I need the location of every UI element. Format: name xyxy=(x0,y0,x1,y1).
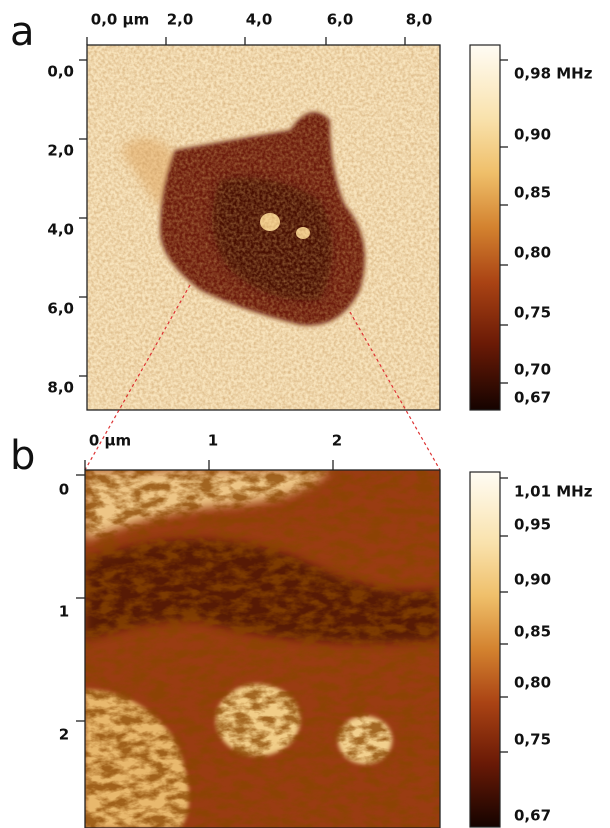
x-tick-label: 2 xyxy=(332,432,342,450)
afm-image-b xyxy=(85,470,440,828)
colorbar-tick-label: 0,95 xyxy=(514,516,551,534)
x-tick-label: 0,0 µm xyxy=(91,11,149,29)
colorbar-tick-label: 0,80 xyxy=(514,674,551,692)
x-tick-label: 8,0 xyxy=(406,11,433,29)
y-tick-label: 2 xyxy=(59,726,69,744)
y-axis: 0,0 2,0 4,0 6,0 8,0 xyxy=(47,59,87,397)
colorbar-tick-label: 0,70 xyxy=(514,361,551,379)
y-tick-label: 0 xyxy=(59,481,69,499)
zoom-line xyxy=(349,311,441,471)
afm-image-a xyxy=(87,45,440,410)
colorbar-tick-label: 0,90 xyxy=(514,126,551,144)
y-tick-label: 1 xyxy=(59,603,69,621)
y-axis: 0 1 2 xyxy=(59,474,85,744)
colorbar-tick-label: 0,80 xyxy=(514,244,551,262)
y-tick-label: 8,0 xyxy=(47,379,74,397)
colorbar-a: 0,98 MHz 0,90 0,85 0,80 0,75 0,70 0,67 xyxy=(469,44,593,411)
image-frame xyxy=(86,44,441,411)
x-tick-label: 2,0 xyxy=(167,11,194,29)
panel-label: a xyxy=(10,9,35,55)
image-frame xyxy=(84,469,441,828)
x-tick-label: 6,0 xyxy=(327,11,354,29)
y-tick-label: 6,0 xyxy=(47,300,74,318)
y-tick-label: 4,0 xyxy=(47,221,74,239)
y-tick-label: 2,0 xyxy=(47,142,74,160)
x-axis: 0 µm 1 2 xyxy=(84,432,342,470)
x-tick-label: 1 xyxy=(208,432,218,450)
y-tick-label: 0,0 xyxy=(47,63,74,81)
colorbar-tick-label: 0,67 xyxy=(514,389,551,407)
x-tick-label: 0 µm xyxy=(89,432,131,450)
colorbar-b: 1,01 MHz 0,95 0,90 0,85 0,80 0,75 0,67 xyxy=(469,471,593,828)
colorbar-tick-label: 0,75 xyxy=(514,731,551,749)
panel-label: b xyxy=(10,433,35,479)
colorbar-tick-label: 0,85 xyxy=(514,184,551,202)
colorbar-tick-label: 0,98 MHz xyxy=(514,65,593,83)
x-tick-label: 4,0 xyxy=(246,11,273,29)
colorbar-tick-label: 0,67 xyxy=(514,807,551,825)
colorbar-tick-label: 0,85 xyxy=(514,623,551,641)
x-axis: 0,0 µm 2,0 4,0 6,0 8,0 xyxy=(86,11,433,45)
colorbar-tick-label: 1,01 MHz xyxy=(514,483,593,501)
colorbar-tick-label: 0,75 xyxy=(514,304,551,322)
colorbar-tick-label: 0,90 xyxy=(514,571,551,589)
